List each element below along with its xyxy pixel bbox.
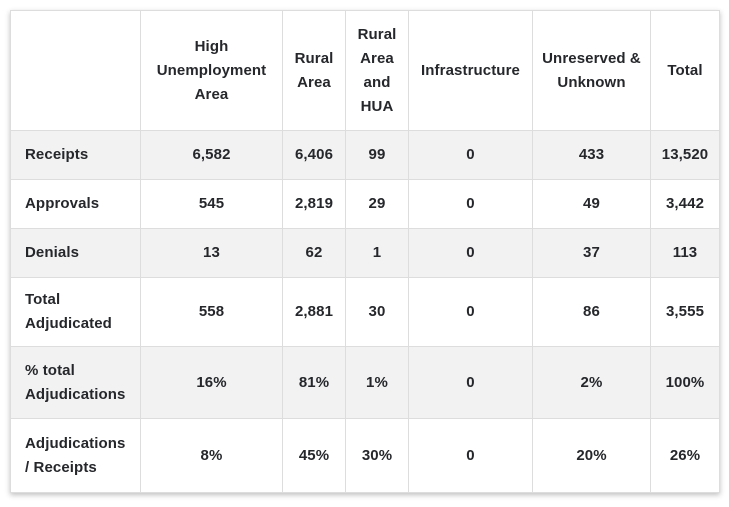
table-cell: 45% (282, 418, 346, 493)
table-row-denials: Denials 13 62 1 0 37 113 (10, 228, 720, 278)
table-cell: 545 (140, 179, 283, 229)
table-cell: 0 (408, 228, 533, 278)
row-label: Receipts (10, 130, 141, 180)
table-cell: 0 (408, 179, 533, 229)
table-cell: 30% (345, 418, 409, 493)
table-cell: 1 (345, 228, 409, 278)
table-cell: 16% (140, 346, 283, 419)
table-cell: 3,442 (650, 179, 720, 229)
column-header-total: Total (650, 10, 720, 131)
row-label: Total Adjudicated (10, 277, 141, 347)
table-cell: 3,555 (650, 277, 720, 347)
table-cell: 13,520 (650, 130, 720, 180)
table-cell: 113 (650, 228, 720, 278)
table-cell: 30 (345, 277, 409, 347)
table-cell: 13 (140, 228, 283, 278)
column-header-blank (10, 10, 141, 131)
table-cell: 433 (532, 130, 651, 180)
table-cell: 0 (408, 418, 533, 493)
table-cell: 6,406 (282, 130, 346, 180)
table-cell: 2,819 (282, 179, 346, 229)
table-cell: 81% (282, 346, 346, 419)
table-cell: 558 (140, 277, 283, 347)
table-cell: 62 (282, 228, 346, 278)
adjudications-table-container: High Unemployment Area Rural Area Rural … (10, 10, 720, 493)
adjudications-table: High Unemployment Area Rural Area Rural … (10, 10, 720, 493)
table-cell: 20% (532, 418, 651, 493)
table-row-receipts: Receipts 6,582 6,406 99 0 433 13,520 (10, 130, 720, 180)
table-row-total-adjudicated: Total Adjudicated 558 2,881 30 0 86 3,55… (10, 277, 720, 347)
row-label: Denials (10, 228, 141, 278)
table-header: High Unemployment Area Rural Area Rural … (10, 10, 720, 131)
table-cell: 1% (345, 346, 409, 419)
column-header-infrastructure: Infrastructure (408, 10, 533, 131)
column-header-rural-area-and-hua: Rural Area and HUA (345, 10, 409, 131)
header-row: High Unemployment Area Rural Area Rural … (10, 10, 720, 131)
table-cell: 37 (532, 228, 651, 278)
table-cell: 100% (650, 346, 720, 419)
row-label: % total Adjudications (10, 346, 141, 419)
column-header-unreserved-unknown: Unreserved & Unknown (532, 10, 651, 131)
table-row-adjudications-per-receipts: Adjudications / Receipts 8% 45% 30% 0 20… (10, 418, 720, 493)
column-header-rural-area: Rural Area (282, 10, 346, 131)
table-cell: 0 (408, 130, 533, 180)
row-label: Approvals (10, 179, 141, 229)
column-header-high-unemployment-area: High Unemployment Area (140, 10, 283, 131)
table-cell: 8% (140, 418, 283, 493)
table-row-pct-total-adjudications: % total Adjudications 16% 81% 1% 0 2% 10… (10, 346, 720, 419)
table-cell: 26% (650, 418, 720, 493)
table-cell: 2% (532, 346, 651, 419)
table-cell: 29 (345, 179, 409, 229)
table-cell: 2,881 (282, 277, 346, 347)
table-cell: 49 (532, 179, 651, 229)
table-cell: 86 (532, 277, 651, 347)
row-label: Adjudications / Receipts (10, 418, 141, 493)
table-cell: 0 (408, 277, 533, 347)
table-body: Receipts 6,582 6,406 99 0 433 13,520 App… (10, 130, 720, 493)
table-cell: 99 (345, 130, 409, 180)
table-cell: 0 (408, 346, 533, 419)
table-row-approvals: Approvals 545 2,819 29 0 49 3,442 (10, 179, 720, 229)
table-cell: 6,582 (140, 130, 283, 180)
